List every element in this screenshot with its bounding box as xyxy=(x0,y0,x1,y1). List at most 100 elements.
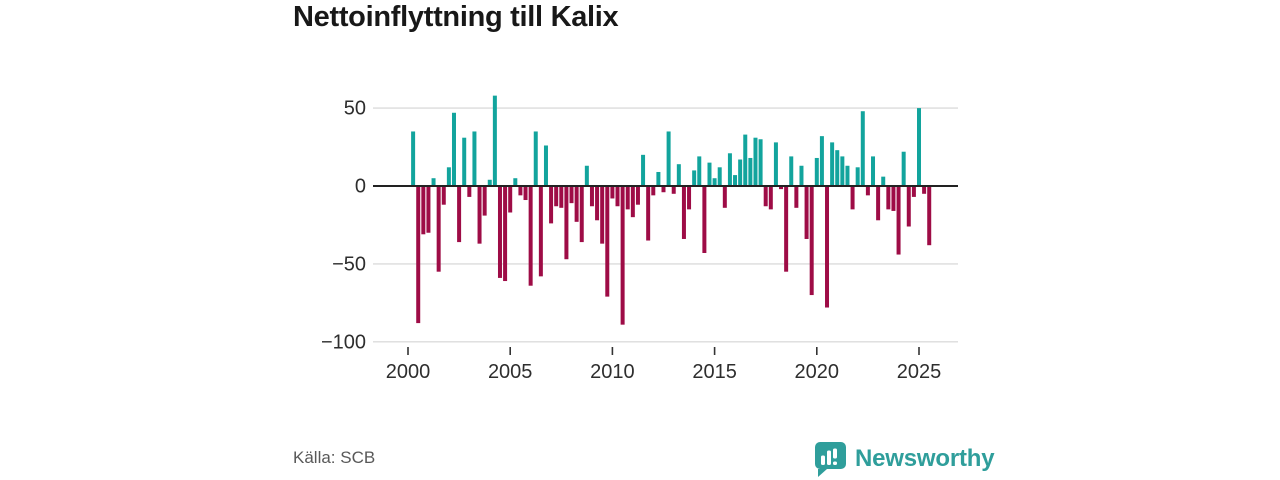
bar-2023Q2 xyxy=(881,176,886,186)
bar-2011Q3 xyxy=(641,154,646,186)
x-axis-label-2025: 2025 xyxy=(897,361,942,383)
bar-2024Q2 xyxy=(901,151,906,186)
bar-2013Q2 xyxy=(676,164,681,186)
bar-2018Q2 xyxy=(779,186,784,190)
newsworthy-bubble-chart-icon xyxy=(813,441,847,477)
bar-2012Q4 xyxy=(666,131,671,186)
bar-2019Q2 xyxy=(799,165,804,186)
bar-2018Q1 xyxy=(773,142,778,186)
bar-2019Q1 xyxy=(794,186,799,208)
bar-2015Q1 xyxy=(712,178,717,186)
bar-2010Q1 xyxy=(610,186,615,199)
bar-2014Q2 xyxy=(697,156,702,186)
y-axis-label-50: 50 xyxy=(344,98,366,120)
bar-2020Q1 xyxy=(814,157,819,186)
bar-2004Q1 xyxy=(487,179,492,186)
bar-2023Q4 xyxy=(891,186,896,211)
bar-2003Q4 xyxy=(482,186,487,216)
bar-2011Q1 xyxy=(630,186,635,218)
bar-2001Q1 xyxy=(426,186,431,233)
bar-2025Q3 xyxy=(927,186,932,246)
bar-2004Q4 xyxy=(503,186,508,282)
bar-2021Q3 xyxy=(845,165,850,186)
bar-2019Q4 xyxy=(809,186,814,296)
bar-2017Q1 xyxy=(753,137,758,186)
bar-2018Q3 xyxy=(784,186,789,272)
bar-2013Q3 xyxy=(681,186,686,239)
bar-2014Q3 xyxy=(702,186,707,253)
bar-2016Q2 xyxy=(738,159,743,186)
newsworthy-logo-text: Newsworthy xyxy=(855,445,995,472)
bar-2005Q3 xyxy=(518,186,523,196)
bar-2012Q3 xyxy=(661,186,666,193)
bar-2006Q4 xyxy=(543,145,548,186)
bar-2025Q2 xyxy=(922,186,927,194)
bar-2017Q3 xyxy=(763,186,768,207)
bar-2013Q1 xyxy=(671,186,676,194)
bar-2022Q4 xyxy=(871,156,876,186)
bar-2004Q3 xyxy=(497,186,502,278)
bar-2005Q2 xyxy=(513,178,518,186)
bar-2022Q2 xyxy=(860,111,865,186)
bar-2012Q2 xyxy=(656,171,661,186)
bar-2021Q2 xyxy=(840,156,845,186)
bar-2007Q4 xyxy=(564,186,569,260)
bar-2008Q1 xyxy=(569,186,574,204)
bar-2024Q3 xyxy=(906,186,911,227)
x-axis-label-2005: 2005 xyxy=(488,361,533,383)
bar-2018Q4 xyxy=(789,156,794,186)
bar-2021Q1 xyxy=(835,150,840,186)
bar-2010Q3 xyxy=(620,186,625,325)
bar-2022Q3 xyxy=(865,186,870,196)
bar-2014Q1 xyxy=(692,170,697,186)
bar-2004Q2 xyxy=(492,95,497,186)
bar-2023Q1 xyxy=(876,186,881,221)
bar-2000Q4 xyxy=(421,186,426,235)
bar-2009Q2 xyxy=(595,186,600,221)
x-axis-label-2020: 2020 xyxy=(795,361,840,383)
source-attribution: Källa: SCB xyxy=(293,448,376,467)
bar-2008Q4 xyxy=(584,165,589,186)
x-axis-label-2000: 2000 xyxy=(386,361,431,383)
bar-2009Q3 xyxy=(600,186,605,244)
bar-2000Q2 xyxy=(411,131,416,186)
bar-2003Q2 xyxy=(472,131,477,186)
bar-2003Q3 xyxy=(477,186,482,244)
bar-2006Q1 xyxy=(528,186,533,286)
bar-2011Q2 xyxy=(635,186,640,205)
bar-2002Q4 xyxy=(462,137,467,186)
bar-2020Q3 xyxy=(825,186,830,308)
bar-2005Q4 xyxy=(523,186,528,201)
bar-2009Q4 xyxy=(605,186,610,297)
bar-2000Q3 xyxy=(416,186,421,324)
bar-2002Q3 xyxy=(457,186,462,243)
bar-2006Q2 xyxy=(533,131,538,186)
bar-2008Q3 xyxy=(579,186,584,243)
bar-2016Q3 xyxy=(743,134,748,186)
bar-2010Q4 xyxy=(625,186,630,210)
y-axis-label--50: −50 xyxy=(332,253,366,275)
bar-2015Q3 xyxy=(722,186,727,208)
bar-2020Q2 xyxy=(819,136,824,186)
bar-2024Q1 xyxy=(896,186,901,255)
bar-2015Q4 xyxy=(727,153,732,186)
bar-2009Q1 xyxy=(589,186,594,207)
bar-2007Q1 xyxy=(549,186,554,224)
bar-2017Q4 xyxy=(768,186,773,210)
bar-2007Q2 xyxy=(554,186,559,207)
bar-2011Q4 xyxy=(646,186,651,241)
bar-2016Q1 xyxy=(733,175,738,186)
newsworthy-logo[interactable]: Newsworthy xyxy=(813,441,995,477)
chart-title: Nettoinflyttning till Kalix xyxy=(293,1,619,33)
bar-2008Q2 xyxy=(574,186,579,222)
bar-2022Q1 xyxy=(855,167,860,186)
bar-2020Q4 xyxy=(830,142,835,186)
bar-2002Q2 xyxy=(451,112,456,186)
bar-2007Q3 xyxy=(559,186,564,208)
bar-2015Q2 xyxy=(717,167,722,186)
bar-2012Q1 xyxy=(651,186,656,196)
x-axis-label-2010: 2010 xyxy=(590,361,635,383)
y-axis-label-0: 0 xyxy=(355,176,366,198)
